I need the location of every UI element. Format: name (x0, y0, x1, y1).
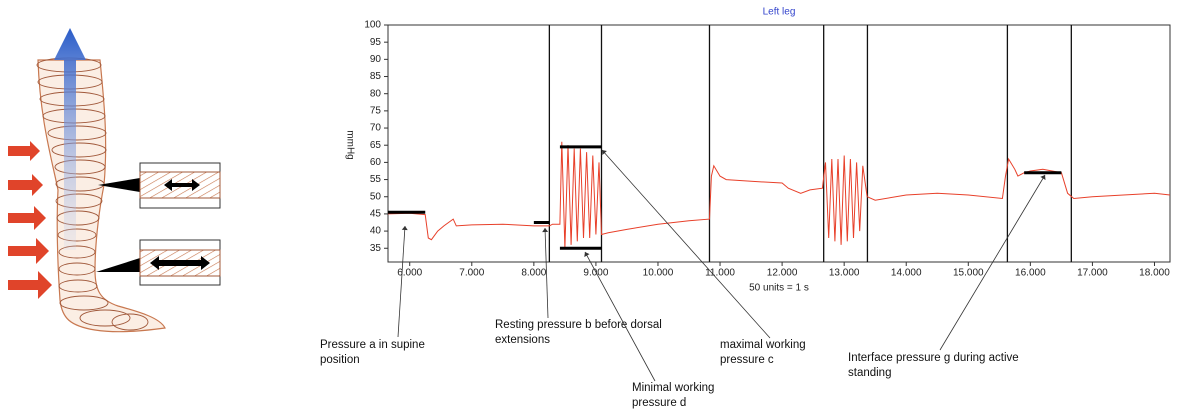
annotation-text: pressure c (720, 354, 774, 366)
x-tick-label: 14.000 (891, 268, 922, 279)
annotation-leader (544, 227, 549, 319)
y-tick-label: 40 (370, 226, 382, 237)
x-tick-label: 7.000 (459, 268, 484, 279)
y-tick-label: 85 (370, 71, 382, 82)
y-tick-label: 90 (370, 54, 382, 65)
annotation-text: standing (848, 367, 891, 379)
y-tick-label: 60 (370, 157, 382, 168)
y-axis-label: mmHg (344, 130, 355, 159)
leg-illustration (8, 28, 221, 333)
y-tick-label: 70 (370, 123, 382, 134)
x-tick-label: 10.000 (643, 268, 674, 279)
annotation-arrowhead (1040, 175, 1046, 180)
annotation-leader (397, 225, 406, 338)
x-tick-label: 18.000 (1139, 268, 1170, 279)
annotation-text: Minimal working (632, 382, 714, 394)
chart-title: Left leg (763, 7, 796, 18)
x-tick-label: 13.000 (829, 268, 860, 279)
annotation-leader (601, 149, 771, 339)
x-axis-label: 50 units = 1 s (749, 283, 809, 294)
annotation-leader (584, 251, 656, 382)
y-tick-label: 45 (370, 209, 382, 220)
annotation-text: pressure d (632, 397, 686, 409)
plot-frame (387, 24, 1171, 263)
x-tick-label: 6.000 (397, 268, 422, 279)
annotation-arrowhead (542, 228, 549, 233)
x-tick-label: 8.000 (521, 268, 546, 279)
x-tick-label: 17.000 (1077, 268, 1108, 279)
annotation-text: Interface pressure g during active (848, 352, 1019, 364)
y-tick-label: 100 (364, 20, 381, 31)
annotation-text: position (320, 354, 360, 366)
annotation-text: Resting pressure b before dorsal (495, 319, 662, 331)
annotation-arrowhead (584, 252, 590, 257)
annotation-arrowhead (401, 226, 408, 231)
x-tick-label: 15.000 (953, 268, 984, 279)
y-tick-label: 95 (370, 37, 382, 48)
annotation-arrowhead (602, 150, 607, 155)
annotation-text: Pressure a in supine (320, 339, 425, 351)
x-tick-label: 16.000 (1015, 268, 1046, 279)
y-tick-label: 80 (370, 88, 382, 99)
x-tick-label: 12.000 (767, 268, 798, 279)
annotation-leader (939, 174, 1046, 351)
x-tick-label: 11.000 (705, 268, 735, 279)
y-tick-label: 50 (370, 191, 382, 202)
y-tick-label: 65 (370, 140, 382, 151)
y-tick-label: 55 (370, 174, 382, 185)
data-line (387, 141, 1171, 249)
annotation-text: extensions (495, 334, 550, 346)
y-tick-label: 75 (370, 106, 382, 117)
y-tick-label: 35 (370, 243, 382, 254)
annotation-text: maximal working (720, 339, 806, 351)
